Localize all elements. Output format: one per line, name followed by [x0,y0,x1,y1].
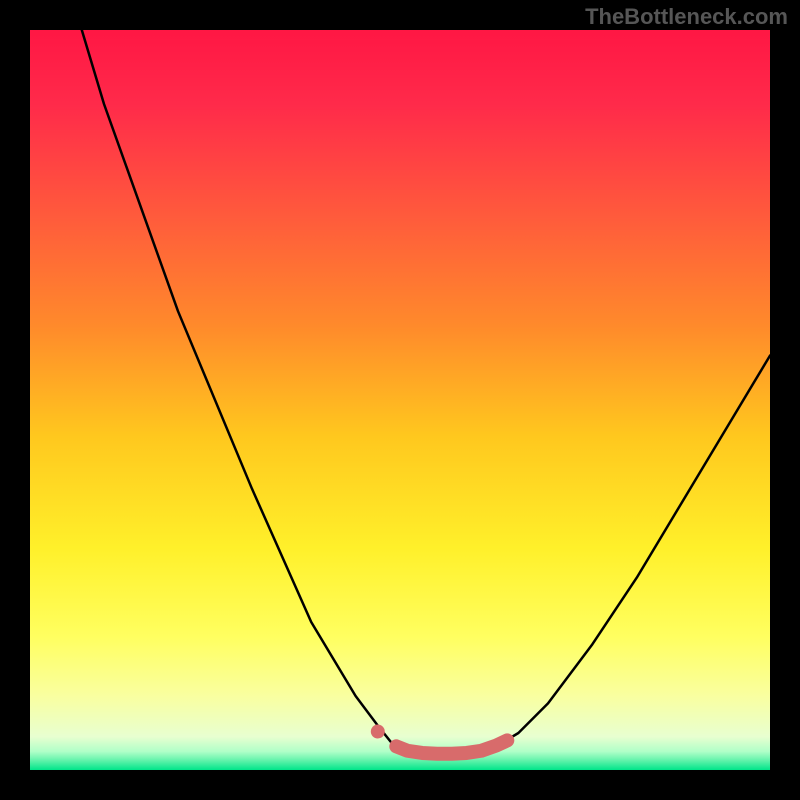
bottleneck-chart: TheBottleneck.com [0,0,800,800]
chart-svg [0,0,800,800]
